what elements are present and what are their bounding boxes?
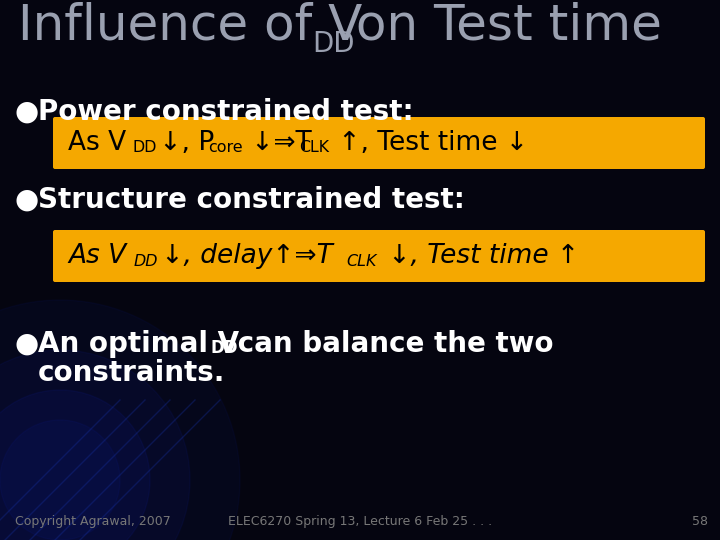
Text: As V: As V: [68, 130, 126, 156]
Text: 58: 58: [692, 515, 708, 528]
Text: DD: DD: [312, 30, 354, 58]
Circle shape: [0, 300, 240, 540]
Text: Structure constrained test:: Structure constrained test:: [38, 186, 465, 214]
Circle shape: [0, 390, 150, 540]
Text: Power constrained test:: Power constrained test:: [38, 98, 413, 126]
Text: ↓⇒T: ↓⇒T: [243, 130, 312, 156]
Text: As V: As V: [68, 243, 126, 269]
Text: Copyright Agrawal, 2007: Copyright Agrawal, 2007: [15, 515, 171, 528]
Text: DD: DD: [132, 140, 156, 156]
Text: ↓, Test time ↑: ↓, Test time ↑: [380, 243, 579, 269]
Text: An optimal V: An optimal V: [38, 330, 239, 358]
Text: Influence of V: Influence of V: [18, 2, 362, 50]
Text: CLK: CLK: [346, 253, 377, 268]
Text: ↓, delay↑⇒T: ↓, delay↑⇒T: [153, 243, 333, 269]
Circle shape: [0, 420, 120, 540]
Text: ↑, Test time ↓: ↑, Test time ↓: [330, 130, 528, 156]
Text: on Test time: on Test time: [340, 2, 662, 50]
Text: DD: DD: [134, 253, 158, 268]
Circle shape: [0, 350, 190, 540]
Text: CLK: CLK: [299, 140, 329, 156]
FancyBboxPatch shape: [53, 117, 705, 169]
Text: can balance the two: can balance the two: [228, 330, 554, 358]
Text: ●: ●: [15, 330, 40, 358]
Text: DD: DD: [210, 339, 238, 357]
Text: ELEC6270 Spring 13, Lecture 6 Feb 25 . . .: ELEC6270 Spring 13, Lecture 6 Feb 25 . .…: [228, 515, 492, 528]
FancyBboxPatch shape: [53, 230, 705, 282]
Text: constraints.: constraints.: [38, 359, 225, 387]
Text: ●: ●: [15, 98, 40, 126]
Text: ●: ●: [15, 186, 40, 214]
Text: core: core: [208, 140, 243, 156]
Text: ↓, P: ↓, P: [151, 130, 215, 156]
